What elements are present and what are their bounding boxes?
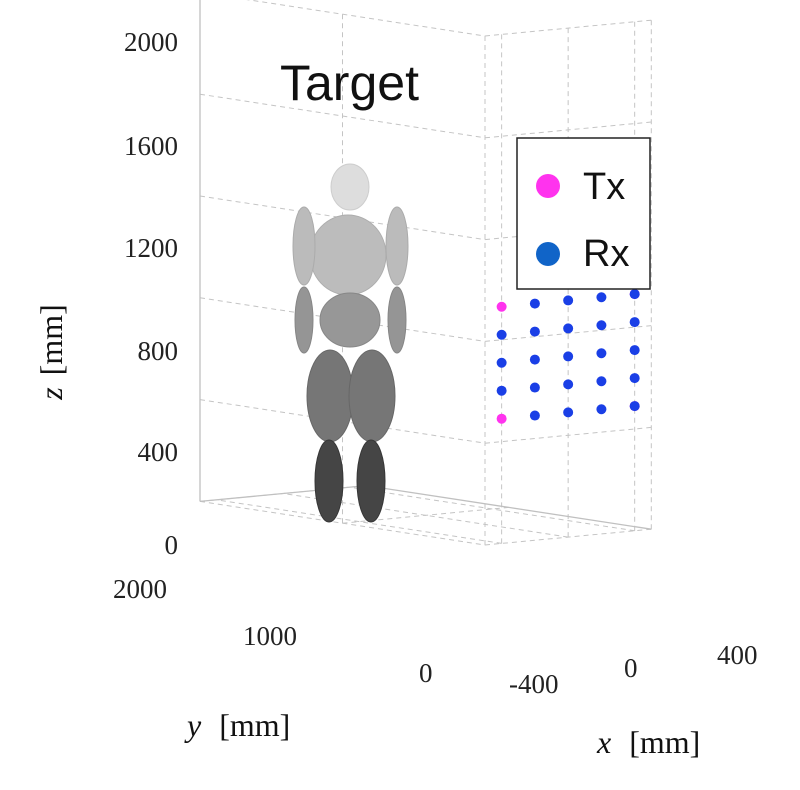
grid-line-back-z-5 — [484, 19, 652, 37]
point-rx-3 — [529, 410, 540, 421]
z-axis-var: z — [33, 387, 69, 401]
point-rx-19 — [629, 373, 640, 384]
point-rx-17 — [596, 292, 607, 303]
point-rx-11 — [563, 323, 574, 334]
x-tick-neg400: -400 — [509, 669, 559, 699]
legend-label-rx: Rx — [583, 233, 629, 275]
x-axis-unit: [mm] — [629, 724, 700, 760]
body-head — [330, 163, 370, 211]
legend: Tx Rx — [516, 137, 651, 290]
grid-line-side-z-5 — [246, 0, 486, 37]
body-upper-arm-left — [292, 206, 316, 286]
y-tick-labels: 2000 1000 0 — [113, 574, 433, 688]
point-tx-0 — [496, 413, 507, 424]
z-axis-label: z [mm] — [33, 304, 69, 401]
x-axis-label: x [mm] — [596, 724, 700, 760]
point-rx-12 — [563, 295, 574, 306]
y-axis-label: y [mm] — [184, 707, 290, 743]
point-rx-20 — [629, 345, 640, 356]
point-rx-8 — [563, 407, 574, 418]
body-forearm-right — [387, 286, 407, 354]
point-rx-16 — [596, 320, 607, 331]
z-tick-2000: 2000 — [124, 27, 178, 57]
target-body — [292, 163, 409, 523]
x-tick-labels: -400 0 400 — [509, 640, 758, 699]
y-axis-unit: [mm] — [219, 707, 290, 743]
chart-title: Target — [280, 55, 419, 111]
legend-box — [516, 137, 651, 290]
point-rx-1 — [496, 357, 507, 368]
body-shin-right — [356, 439, 386, 523]
body-thigh-right — [348, 349, 396, 443]
grid-line-floor-x-1 — [283, 493, 569, 538]
point-rx-2 — [496, 329, 507, 340]
legend-label-tx: Tx — [583, 166, 625, 208]
y-tick-2000: 2000 — [113, 574, 167, 604]
y-tick-0: 0 — [419, 658, 433, 688]
y-axis-var: y — [184, 707, 202, 743]
x-axis-var: x — [596, 724, 611, 760]
point-rx-22 — [629, 289, 640, 300]
body-torso-upper — [309, 214, 387, 296]
x-tick-400: 400 — [717, 640, 758, 670]
point-rx-7 — [529, 298, 540, 309]
z-tick-1200: 1200 — [124, 233, 178, 263]
point-rx-18 — [629, 401, 640, 412]
point-rx-6 — [529, 326, 540, 337]
grid-line-back-z-2 — [484, 325, 652, 342]
body-torso-lower — [319, 292, 381, 348]
point-rx-15 — [596, 348, 607, 359]
legend-marker-rx — [536, 242, 560, 266]
point-rx-0 — [496, 385, 507, 396]
z-tick-labels: 0 400 800 1200 1600 2000 — [124, 27, 178, 560]
grid-line-floor-x-2 — [349, 486, 635, 532]
point-rx-9 — [563, 379, 574, 390]
z-tick-400: 400 — [138, 437, 179, 467]
body-forearm-left — [294, 286, 314, 354]
grid-line-floor-x-0 — [216, 499, 502, 544]
point-rx-14 — [596, 376, 607, 387]
point-tx-2 — [496, 301, 507, 312]
body-thigh-left — [306, 349, 354, 443]
point-rx-5 — [529, 354, 540, 365]
y-axis-line — [366, 484, 652, 530]
z-tick-1600: 1600 — [124, 131, 178, 161]
z-tick-0: 0 — [165, 530, 179, 560]
scatter-points — [496, 289, 640, 424]
point-rx-10 — [563, 351, 574, 362]
x-tick-0: 0 — [624, 653, 638, 683]
point-rx-13 — [596, 404, 607, 415]
z-axis-unit: [mm] — [33, 304, 69, 375]
legend-marker-tx — [536, 174, 560, 198]
body-shin-left — [314, 439, 344, 523]
y-tick-1000: 1000 — [243, 621, 297, 651]
body-upper-arm-right — [385, 206, 409, 286]
point-rx-21 — [629, 317, 640, 328]
z-tick-800: 800 — [138, 336, 179, 366]
point-rx-4 — [529, 382, 540, 393]
